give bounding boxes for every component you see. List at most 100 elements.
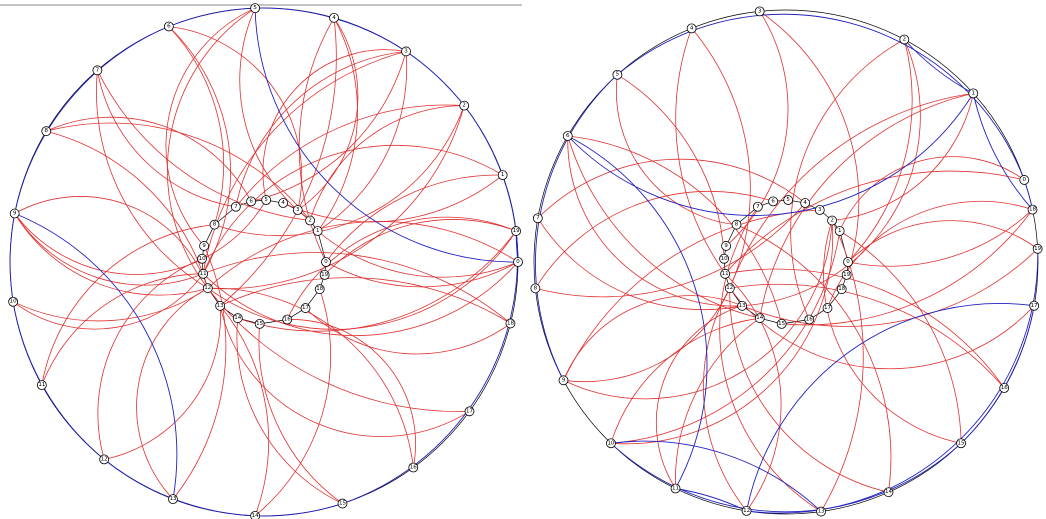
red-edge xyxy=(220,277,511,324)
outer-node-label: 0 xyxy=(516,259,520,265)
red-edge xyxy=(12,287,209,322)
outer-node-1: 1 xyxy=(968,88,979,99)
outer-node-label: 0 xyxy=(1023,177,1027,183)
red-edge xyxy=(742,39,921,307)
inner-node-12: 12 xyxy=(202,283,213,294)
inner-node-label: 6 xyxy=(249,198,253,204)
outer-node-label: 3 xyxy=(404,48,408,54)
red-edge xyxy=(317,51,408,232)
outer-node-6: 6 xyxy=(163,21,174,32)
outer-node-label: 12 xyxy=(101,456,108,462)
red-edge xyxy=(287,319,416,468)
outer-node-label: 5 xyxy=(616,72,620,78)
red-edge xyxy=(790,39,905,320)
blue-edge xyxy=(567,93,974,216)
inner-node-8: 8 xyxy=(731,219,742,230)
red-edge xyxy=(563,295,743,381)
red-edge xyxy=(759,93,974,319)
outer-node-label: 17 xyxy=(466,408,473,414)
outer-node-label: 6 xyxy=(566,133,570,139)
blue-edge xyxy=(255,503,343,517)
blue-edge xyxy=(746,248,1039,514)
inner-node-16: 16 xyxy=(804,314,815,325)
inner-node-4: 4 xyxy=(278,198,289,208)
inner-node-11: 11 xyxy=(720,268,731,279)
outer-node-label: 11 xyxy=(672,485,679,491)
outer-node-14: 14 xyxy=(883,487,894,498)
red-edge xyxy=(729,287,1035,370)
outer-node-5: 5 xyxy=(250,3,261,14)
outer-node-label: 14 xyxy=(885,489,892,495)
red-edge xyxy=(729,93,974,289)
inner-node-19: 19 xyxy=(319,269,330,280)
red-edge xyxy=(202,51,407,274)
red-edge xyxy=(104,305,221,460)
inner-node-label: 0 xyxy=(846,259,850,265)
red-edge xyxy=(165,7,256,247)
outer-node-19: 19 xyxy=(1032,243,1043,254)
blue-edge xyxy=(617,13,1025,181)
outer-node-label: 1 xyxy=(972,90,976,96)
inner-node-10: 10 xyxy=(719,253,729,264)
outer-node-label: 7 xyxy=(96,67,100,73)
inner-node-16: 16 xyxy=(282,314,293,325)
outer-node-9: 9 xyxy=(558,375,569,386)
red-edge xyxy=(567,135,760,319)
inner-node-label: 8 xyxy=(735,222,739,228)
inner-node-3: 3 xyxy=(814,205,825,215)
red-edge xyxy=(207,230,517,330)
red-edge xyxy=(736,224,892,493)
inner-node-9: 9 xyxy=(199,241,210,251)
circular-graph-left: 0123456789101112131415161718190123456789… xyxy=(8,3,523,519)
inner-node-13: 13 xyxy=(215,300,226,311)
inner-node-label: 0 xyxy=(324,259,328,265)
outer-node-17: 17 xyxy=(1029,300,1040,311)
outer-node-label: 13 xyxy=(818,509,825,515)
inner-node-label: 2 xyxy=(830,218,834,224)
inner-node-13: 13 xyxy=(737,300,748,311)
red-edge xyxy=(46,130,204,274)
red-edge xyxy=(207,287,414,468)
blue-edge xyxy=(342,230,518,505)
red-edge xyxy=(202,261,519,337)
inner-node-label: 12 xyxy=(726,285,733,291)
outer-node-17: 17 xyxy=(464,406,475,417)
red-edge xyxy=(97,70,311,221)
red-edge xyxy=(254,289,332,517)
red-edge xyxy=(823,220,962,444)
red-edge xyxy=(136,287,208,500)
inner-node-label: 18 xyxy=(316,286,323,292)
outer-node-19: 19 xyxy=(511,226,522,236)
inner-node-label: 16 xyxy=(806,316,813,322)
red-edge xyxy=(725,268,1005,389)
outer-node-label: 15 xyxy=(958,440,965,446)
inner-node-1: 1 xyxy=(312,226,323,236)
outer-node-label: 3 xyxy=(758,8,762,14)
inner-node-label: 15 xyxy=(256,321,263,327)
inner-node-label: 14 xyxy=(234,315,241,321)
red-edge xyxy=(610,317,760,444)
blue-edge xyxy=(12,301,105,460)
red-edge xyxy=(258,323,343,504)
blue-edge xyxy=(535,74,618,381)
inner-node-17: 17 xyxy=(300,303,311,313)
outer-node-label: 10 xyxy=(607,440,614,446)
outer-node-3: 3 xyxy=(401,46,411,57)
inner-node-label: 7 xyxy=(234,204,238,210)
red-edge xyxy=(202,252,511,324)
outer-node-3: 3 xyxy=(754,6,765,17)
inner-node-label: 19 xyxy=(321,272,328,278)
inner-node-1: 1 xyxy=(834,226,845,236)
red-edge xyxy=(97,258,203,460)
red-edge xyxy=(537,217,743,311)
red-edge xyxy=(168,26,225,225)
red-edge xyxy=(236,318,343,504)
blue-edge xyxy=(14,26,169,214)
outer-node-label: 19 xyxy=(1034,246,1041,252)
red-edge xyxy=(297,17,359,211)
inner-node-label: 10 xyxy=(199,256,206,262)
outer-node-11: 11 xyxy=(670,483,681,494)
outer-node-8: 8 xyxy=(530,283,541,294)
inner-node-0: 0 xyxy=(321,257,331,267)
